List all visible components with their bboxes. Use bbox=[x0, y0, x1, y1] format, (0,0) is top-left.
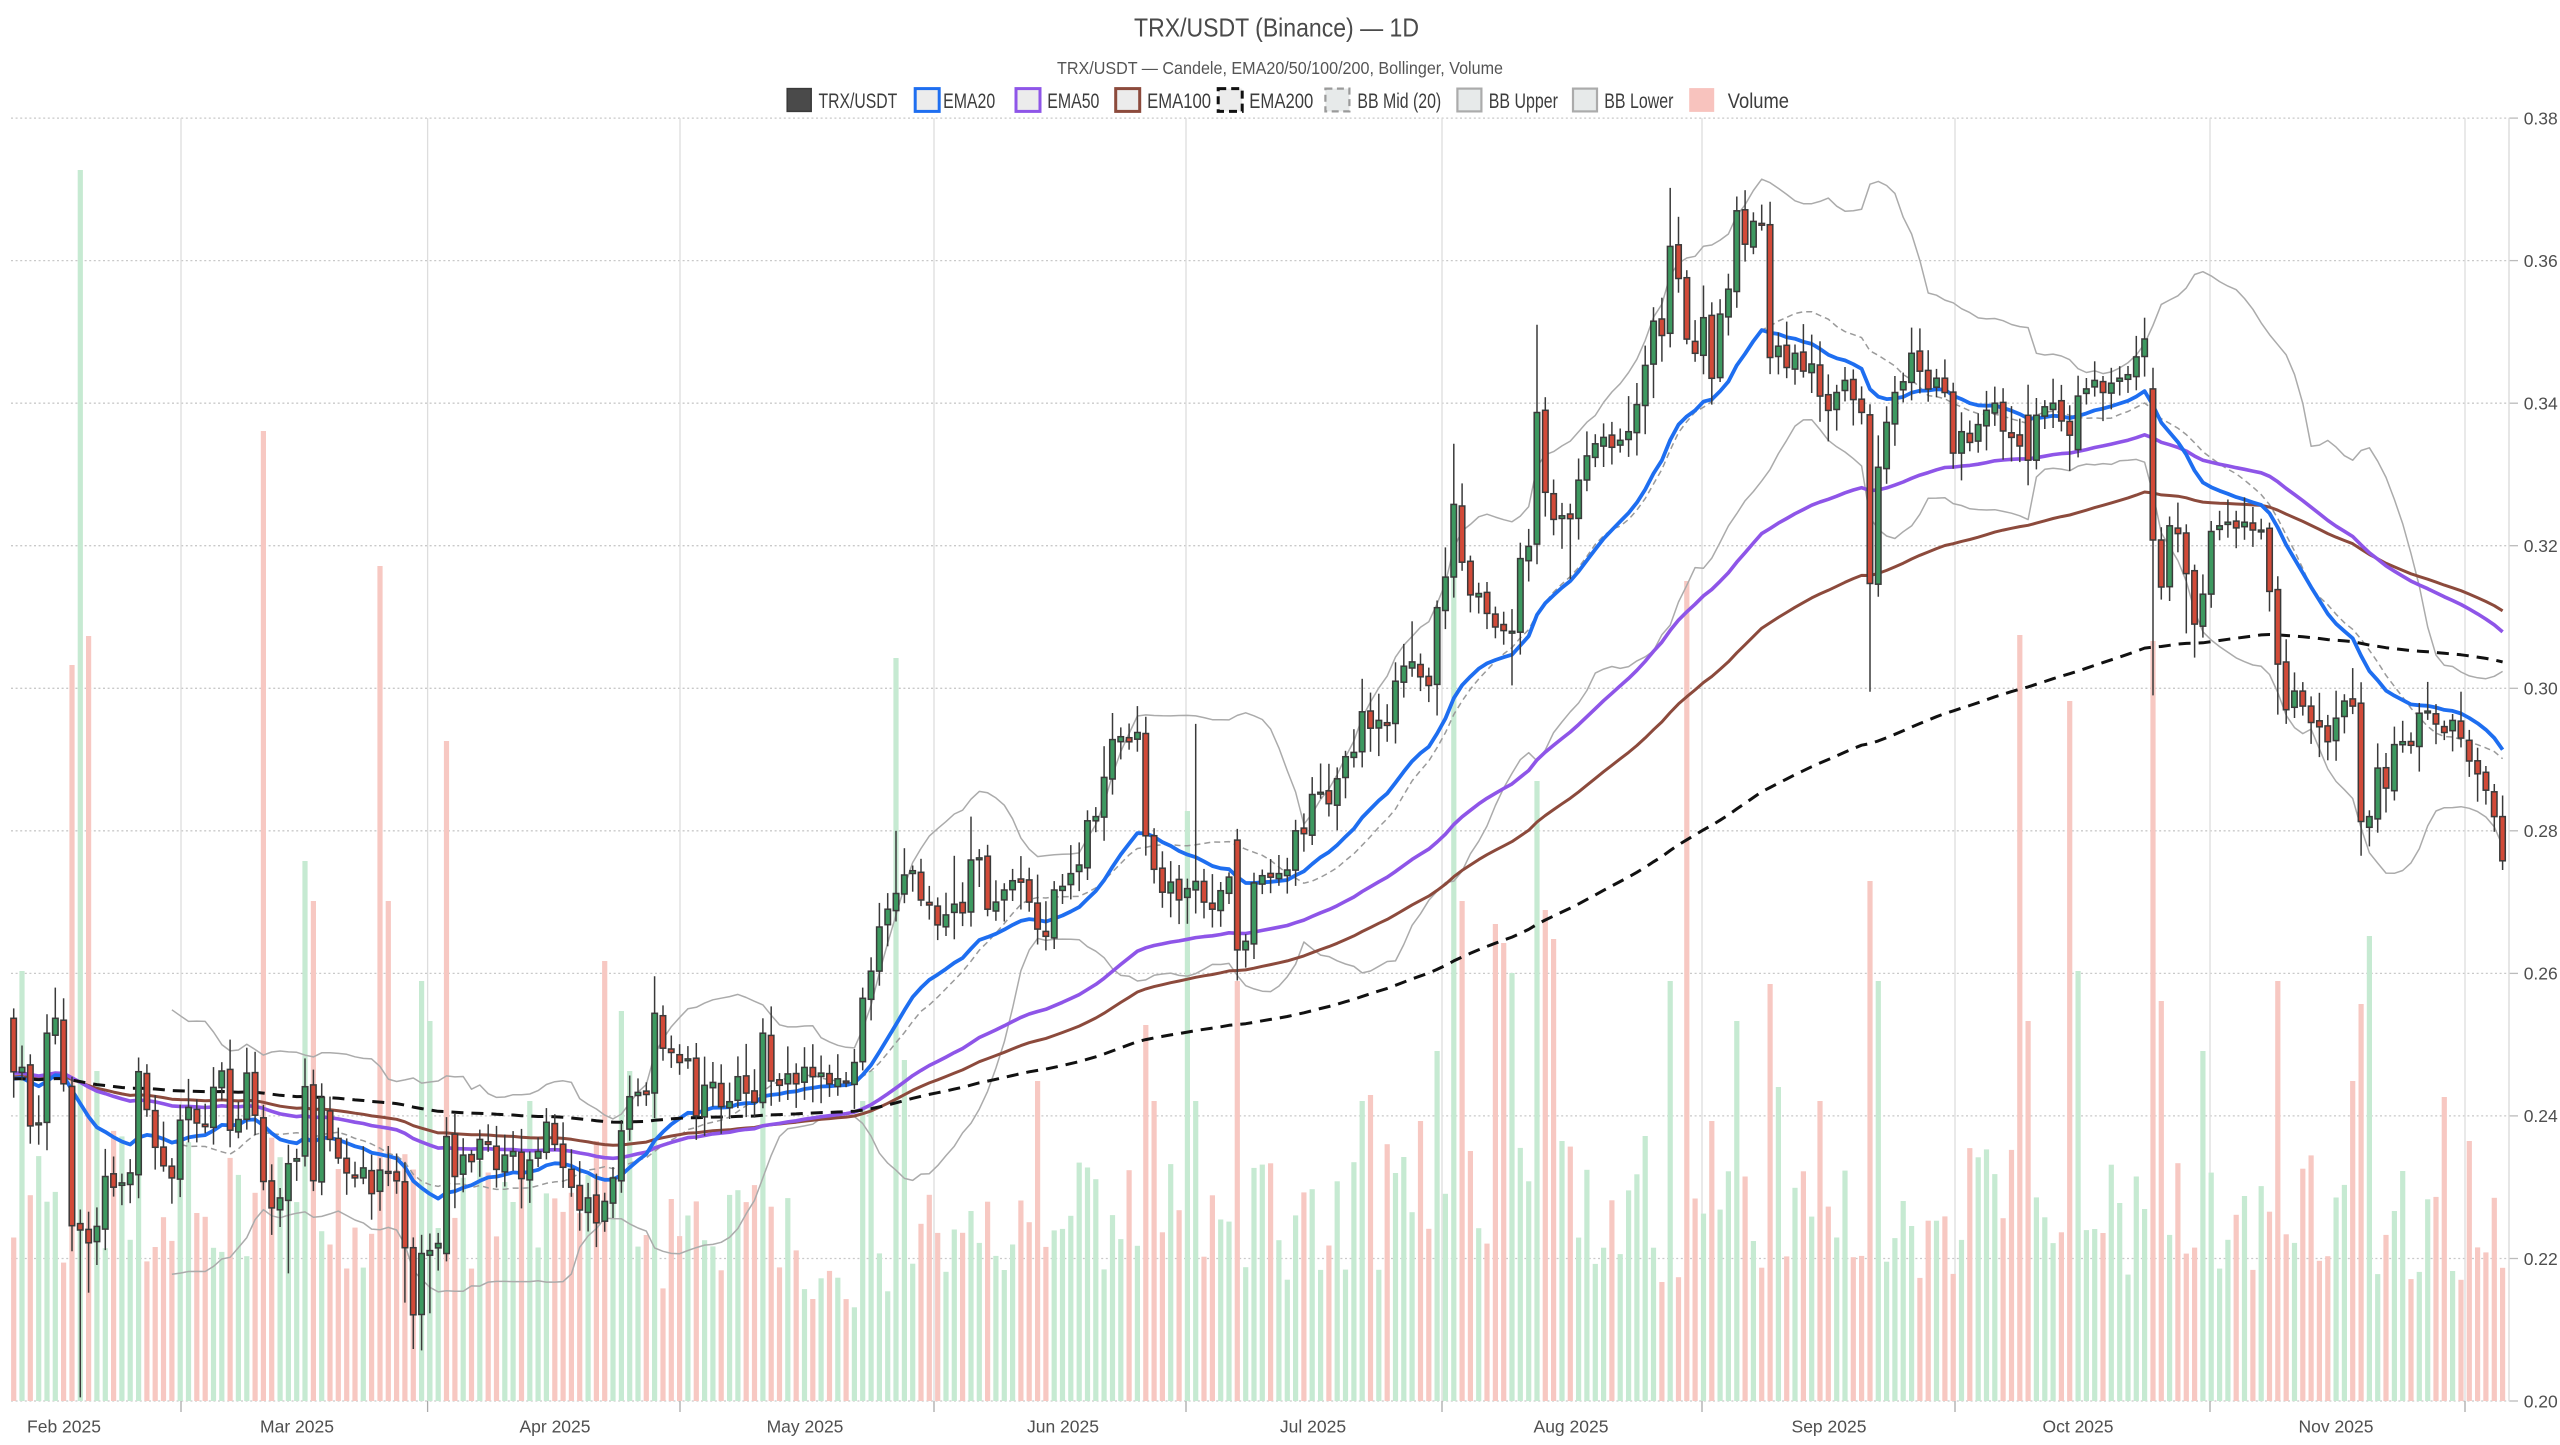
svg-text:May 2025: May 2025 bbox=[767, 1417, 844, 1437]
svg-text:EMA20: EMA20 bbox=[943, 89, 995, 113]
svg-text:EMA50: EMA50 bbox=[1047, 89, 1099, 113]
svg-text:Feb 2025: Feb 2025 bbox=[27, 1417, 101, 1437]
svg-text:TRX/USDT (Binance) — 1D: TRX/USDT (Binance) — 1D bbox=[1134, 13, 1419, 43]
svg-text:Volume: Volume bbox=[1728, 89, 1789, 113]
svg-text:EMA100: EMA100 bbox=[1147, 89, 1211, 113]
svg-text:BB Mid (20): BB Mid (20) bbox=[1357, 89, 1441, 113]
svg-text:0.28: 0.28 bbox=[2524, 821, 2558, 841]
svg-text:0.26: 0.26 bbox=[2524, 964, 2558, 984]
svg-text:Oct 2025: Oct 2025 bbox=[2042, 1417, 2113, 1437]
svg-text:Jun 2025: Jun 2025 bbox=[1027, 1417, 1099, 1437]
svg-text:BB Lower: BB Lower bbox=[1604, 89, 1673, 113]
svg-text:0.20: 0.20 bbox=[2524, 1391, 2558, 1411]
svg-text:EMA200: EMA200 bbox=[1249, 89, 1313, 113]
svg-text:TRX/USDT: TRX/USDT bbox=[819, 89, 898, 113]
svg-text:0.36: 0.36 bbox=[2524, 251, 2558, 271]
svg-text:0.24: 0.24 bbox=[2524, 1106, 2558, 1126]
svg-text:0.38: 0.38 bbox=[2524, 108, 2558, 128]
svg-text:0.30: 0.30 bbox=[2524, 679, 2558, 699]
svg-text:Sep 2025: Sep 2025 bbox=[1792, 1417, 1867, 1437]
svg-text:Mar 2025: Mar 2025 bbox=[260, 1417, 334, 1437]
svg-text:Apr 2025: Apr 2025 bbox=[519, 1417, 590, 1437]
svg-text:TRX/USDT — Candele, EMA20/50/1: TRX/USDT — Candele, EMA20/50/100/200, Bo… bbox=[1057, 58, 1503, 78]
svg-text:Aug 2025: Aug 2025 bbox=[1534, 1417, 1609, 1437]
svg-text:0.22: 0.22 bbox=[2524, 1249, 2558, 1269]
svg-text:Jul 2025: Jul 2025 bbox=[1280, 1417, 1346, 1437]
svg-text:BB Upper: BB Upper bbox=[1489, 89, 1558, 113]
svg-text:0.34: 0.34 bbox=[2524, 394, 2558, 414]
svg-text:0.32: 0.32 bbox=[2524, 536, 2558, 556]
svg-text:Nov 2025: Nov 2025 bbox=[2299, 1417, 2374, 1437]
